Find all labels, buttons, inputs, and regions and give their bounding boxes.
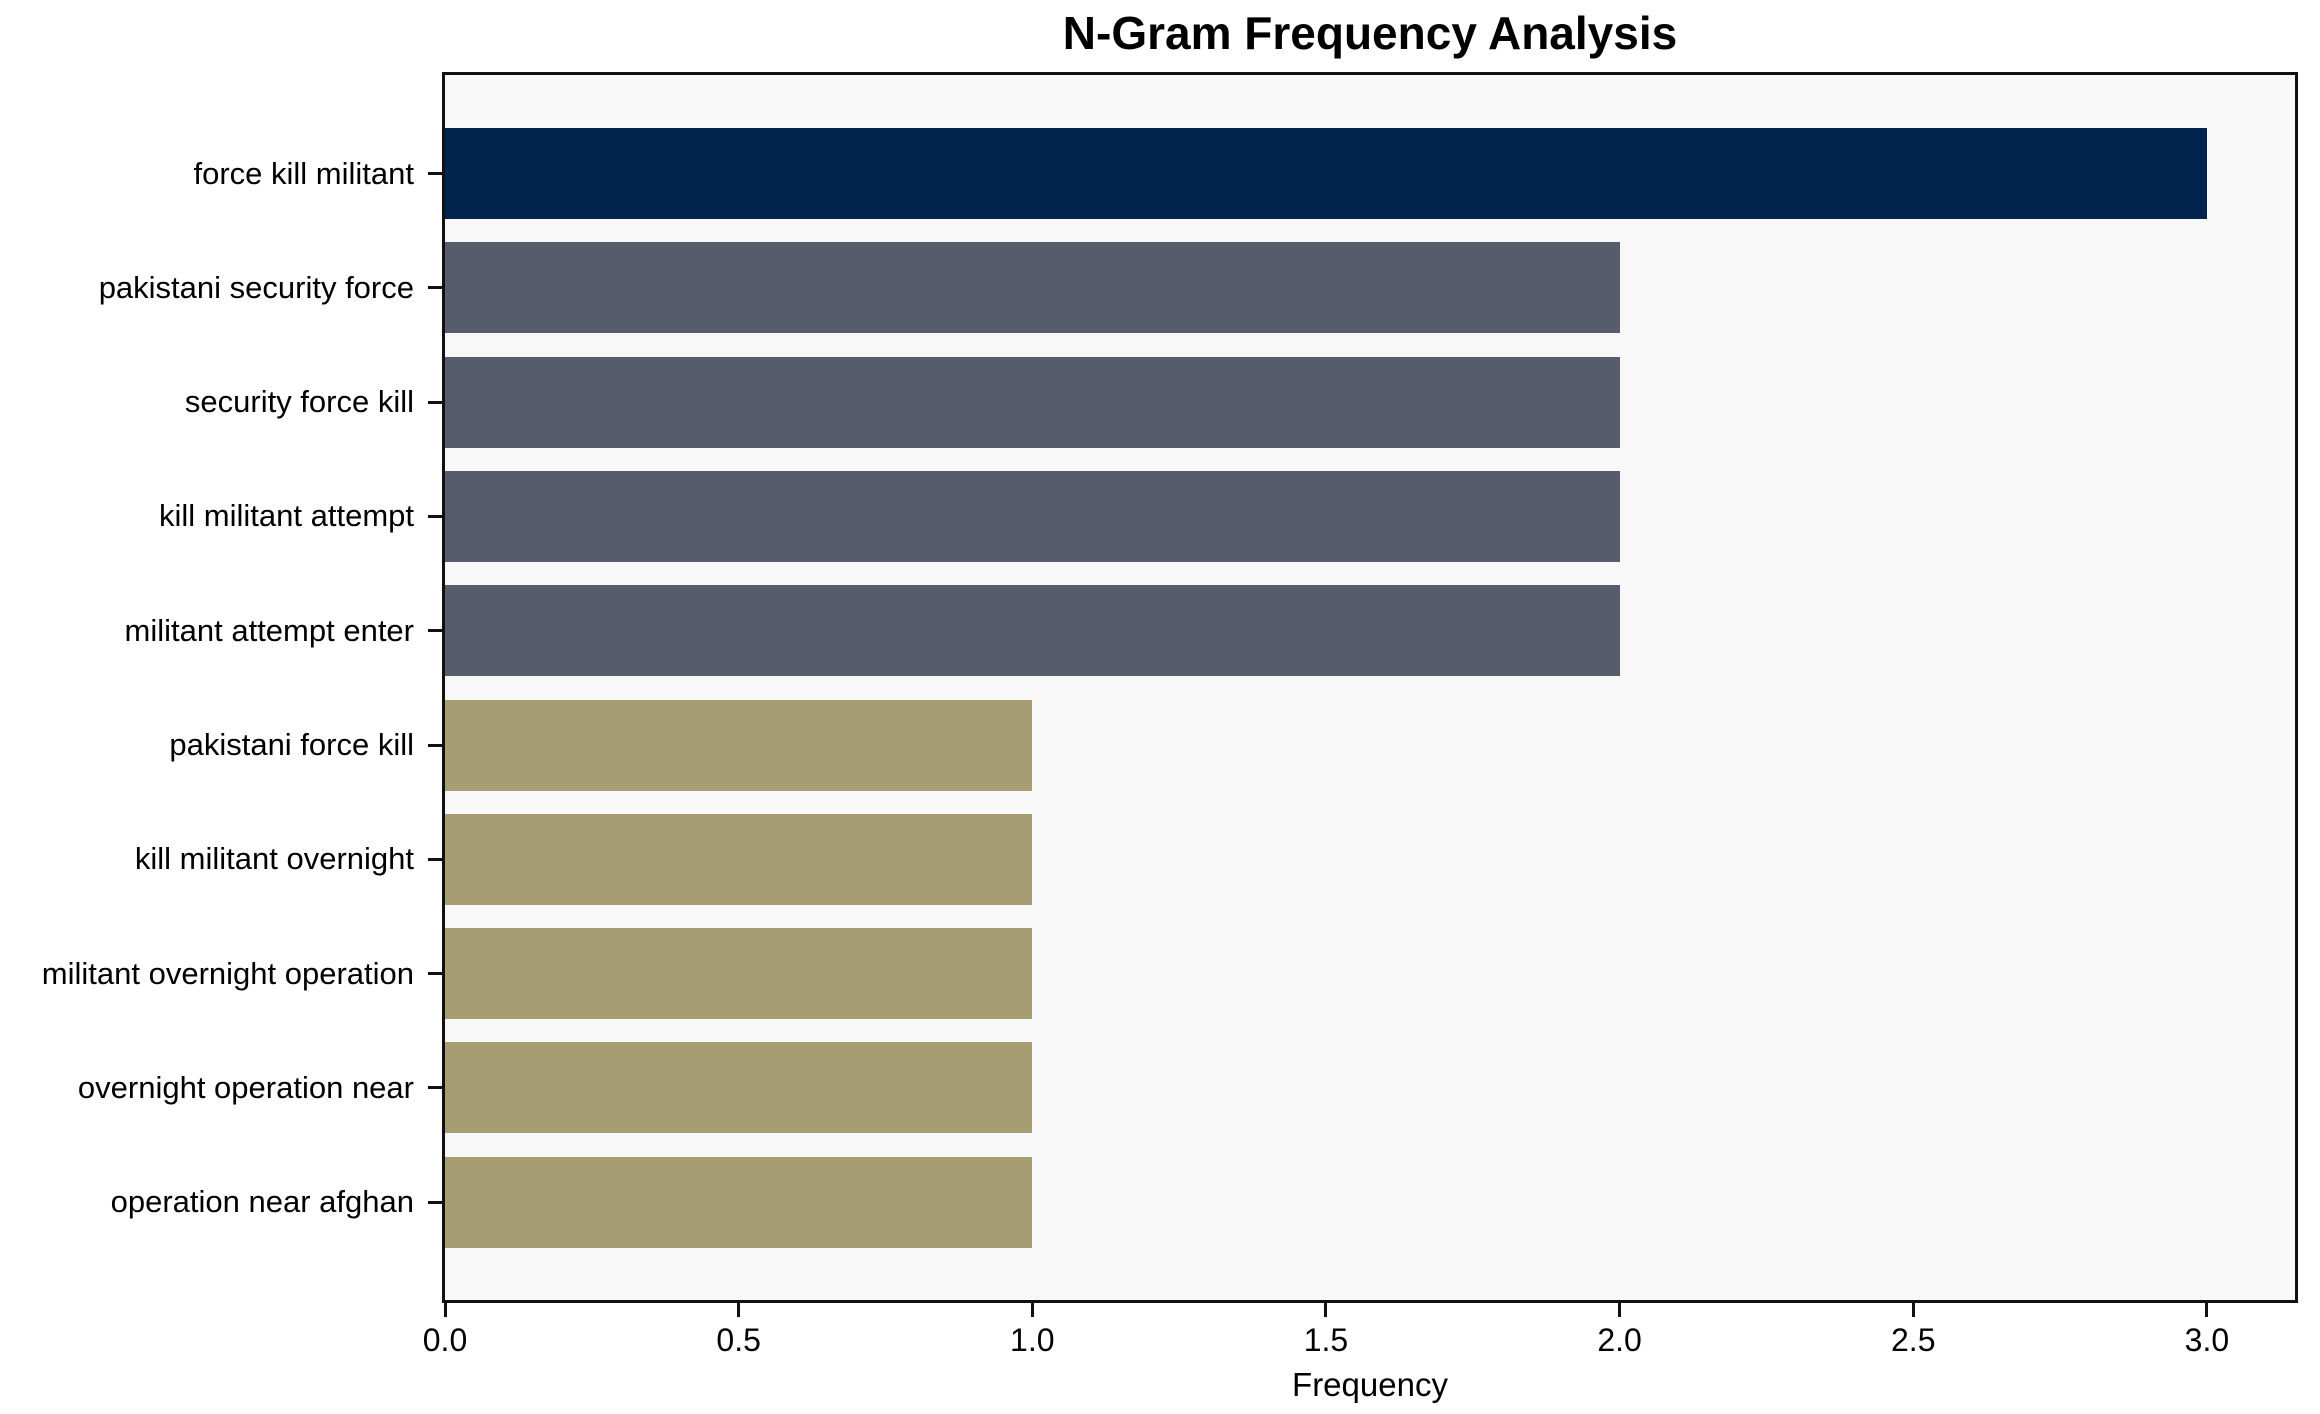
y-tick-label: overnight operation near (77, 1069, 414, 1105)
y-tick-mark (428, 972, 442, 976)
x-axis-label: Frequency (1292, 1366, 1448, 1403)
y-tick-label: militant attempt enter (124, 612, 414, 648)
y-tick-mark (428, 514, 442, 518)
plot-area (442, 72, 2298, 1303)
y-tick-label: kill militant attempt (159, 498, 414, 534)
y-tick-mark (428, 400, 442, 404)
x-tick-label: 0.5 (716, 1322, 761, 1358)
y-tick-mark (428, 1200, 442, 1204)
y-tick-mark (428, 286, 442, 290)
y-tick-label: force kill militant (193, 155, 415, 191)
y-tick-label: operation near afghan (110, 1184, 414, 1220)
bar-kill-militant-overnight (445, 813, 1033, 905)
x-tick-label: 1.0 (1010, 1322, 1055, 1358)
bar-militant-overnight-operation (445, 928, 1033, 1020)
y-tick-mark (428, 172, 442, 175)
x-tick-mark (1030, 1303, 1034, 1317)
x-tick-mark (1618, 1303, 1622, 1317)
x-tick-label: 1.5 (1303, 1322, 1349, 1358)
bar-operation-near-afghan (445, 1156, 1033, 1248)
bar-kill-militant-attempt (445, 470, 1620, 562)
x-tick-mark (737, 1303, 741, 1317)
y-tick-mark (428, 857, 442, 861)
y-tick-label: kill militant overnight (134, 841, 414, 877)
bar-overnight-operation-near (445, 1042, 1033, 1134)
y-tick-label: pakistani security force (98, 269, 414, 305)
chart-title: N-Gram Frequency Analysis (1062, 7, 1678, 59)
y-tick-mark (428, 629, 442, 633)
x-tick-mark (443, 1303, 447, 1317)
x-tick-label: 3.0 (2184, 1322, 2230, 1358)
bar-militant-attempt-enter (445, 585, 1620, 677)
bar-security-force-kill (445, 356, 1620, 448)
bar-pakistani-security-force (445, 242, 1620, 334)
y-tick-mark (428, 1086, 442, 1090)
y-tick-label: pakistani force kill (169, 727, 414, 762)
x-tick-label: 2.0 (1597, 1322, 1642, 1358)
bar-pakistani-force-kill (445, 699, 1033, 791)
bar-force-kill-militant (445, 128, 2207, 219)
x-tick-label: 2.5 (1891, 1322, 1936, 1358)
x-tick-mark (2205, 1303, 2209, 1317)
y-tick-label: militant overnight operation (41, 955, 414, 991)
y-tick-mark (428, 743, 442, 747)
y-tick-label: security force kill (184, 384, 414, 420)
x-tick-label: 0.0 (422, 1322, 468, 1358)
x-tick-mark (1911, 1303, 1915, 1317)
x-tick-mark (1324, 1303, 1328, 1317)
